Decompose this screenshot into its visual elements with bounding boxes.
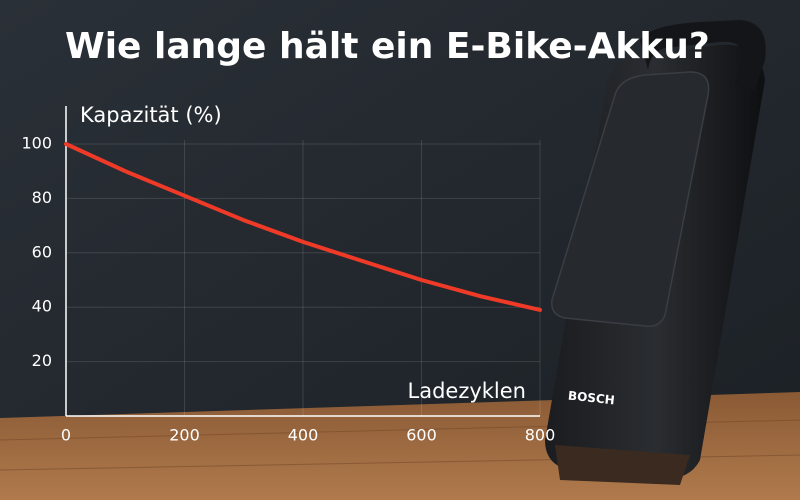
y-tick-label: 20 bbox=[32, 351, 52, 370]
battery: BOSCH bbox=[545, 20, 766, 485]
battery-base bbox=[555, 445, 690, 485]
x-tick-label: 0 bbox=[61, 426, 71, 445]
data-line bbox=[64, 142, 542, 312]
battery-handle bbox=[640, 20, 766, 90]
x-axis-label: Ladezyklen bbox=[408, 379, 527, 403]
x-tick-label: 400 bbox=[288, 426, 319, 445]
x-tick-label: 200 bbox=[169, 426, 200, 445]
brand-label: BOSCH bbox=[567, 389, 615, 408]
plot-area: 20 40 60 80 100 0 200 400 600 800 bbox=[21, 106, 555, 445]
chart-title: Wie lange hält ein E-Bike-Akku? bbox=[65, 26, 710, 67]
y-axis-label: Kapazität (%) bbox=[80, 103, 222, 127]
y-tick-label: 80 bbox=[32, 188, 52, 207]
x-tick-label: 800 bbox=[525, 426, 556, 445]
y-tick-label: 100 bbox=[21, 134, 52, 153]
x-tick-label: 600 bbox=[406, 426, 437, 445]
y-tick-label: 40 bbox=[32, 297, 52, 316]
y-tick-label: 60 bbox=[32, 242, 52, 261]
battery-panel bbox=[551, 71, 710, 328]
